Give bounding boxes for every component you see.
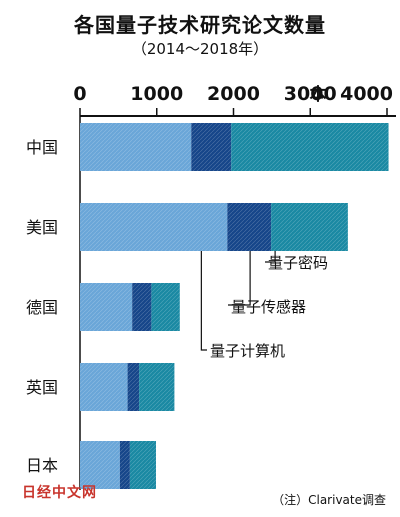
x-tick-label: 1000 (130, 83, 183, 105)
bar-texture (191, 123, 232, 171)
x-tick-label: 0 (73, 83, 86, 105)
bar-texture (80, 363, 128, 411)
bar-texture (139, 363, 175, 411)
bar-texture (231, 123, 389, 171)
category-label: 美国 (26, 218, 58, 237)
series-annotation: 量子传感器 (231, 298, 306, 316)
annotation-leader (265, 251, 276, 263)
category-label: 英国 (26, 378, 58, 397)
annotation-leader (200, 251, 207, 351)
bar-texture (227, 203, 272, 251)
watermark: 日经中文网 (22, 485, 97, 501)
bar-texture (151, 283, 180, 331)
bar-texture (80, 203, 228, 251)
category-label: 德国 (26, 298, 58, 317)
series-annotation: 量子计算机 (210, 342, 285, 360)
category-label: 中国 (26, 138, 58, 157)
annotation-leader (228, 251, 251, 306)
bar-texture (80, 441, 120, 489)
bar-texture (127, 363, 140, 411)
bar-texture (80, 123, 192, 171)
chart-subtitle: （2014～2018年） (131, 40, 269, 58)
bar-texture (129, 441, 156, 489)
x-tick-label: 3000 (284, 83, 337, 105)
series-annotation: 量子密码 (268, 254, 328, 272)
x-tick-label: 2000 (207, 83, 260, 105)
bar-texture (271, 203, 348, 251)
source-note: （注）Clarivate调查 (272, 493, 386, 507)
chart-title: 各国量子技术研究论文数量 (74, 13, 326, 37)
bar-texture (80, 283, 133, 331)
bar-texture (119, 441, 130, 489)
x-tick-label: 4000 (340, 83, 393, 105)
category-label: 日本 (26, 456, 58, 475)
bar-texture (132, 283, 152, 331)
unit-label: 本 (310, 84, 327, 105)
